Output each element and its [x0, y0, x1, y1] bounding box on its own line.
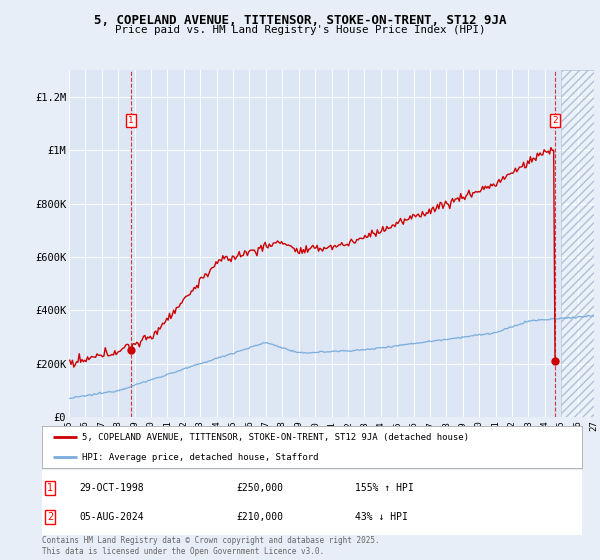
Text: 05-AUG-2024: 05-AUG-2024: [80, 512, 145, 522]
Text: 5, COPELAND AVENUE, TITTENSOR, STOKE-ON-TRENT, ST12 9JA: 5, COPELAND AVENUE, TITTENSOR, STOKE-ON-…: [94, 14, 506, 27]
Text: 2: 2: [552, 116, 558, 125]
Text: 5, COPELAND AVENUE, TITTENSOR, STOKE-ON-TRENT, ST12 9JA (detached house): 5, COPELAND AVENUE, TITTENSOR, STOKE-ON-…: [83, 433, 470, 442]
Text: £210,000: £210,000: [236, 512, 283, 522]
Text: 1: 1: [128, 116, 134, 125]
Text: 43% ↓ HPI: 43% ↓ HPI: [355, 512, 408, 522]
Text: HPI: Average price, detached house, Stafford: HPI: Average price, detached house, Staf…: [83, 452, 319, 461]
Text: 29-OCT-1998: 29-OCT-1998: [80, 483, 145, 493]
Text: Contains HM Land Registry data © Crown copyright and database right 2025.
This d: Contains HM Land Registry data © Crown c…: [42, 536, 380, 556]
Text: 2: 2: [47, 512, 53, 522]
Bar: [561, 70, 594, 417]
Text: Price paid vs. HM Land Registry's House Price Index (HPI): Price paid vs. HM Land Registry's House …: [115, 25, 485, 35]
Bar: [561, 70, 594, 417]
Text: 1: 1: [47, 483, 53, 493]
Text: 155% ↑ HPI: 155% ↑ HPI: [355, 483, 414, 493]
Text: £250,000: £250,000: [236, 483, 283, 493]
